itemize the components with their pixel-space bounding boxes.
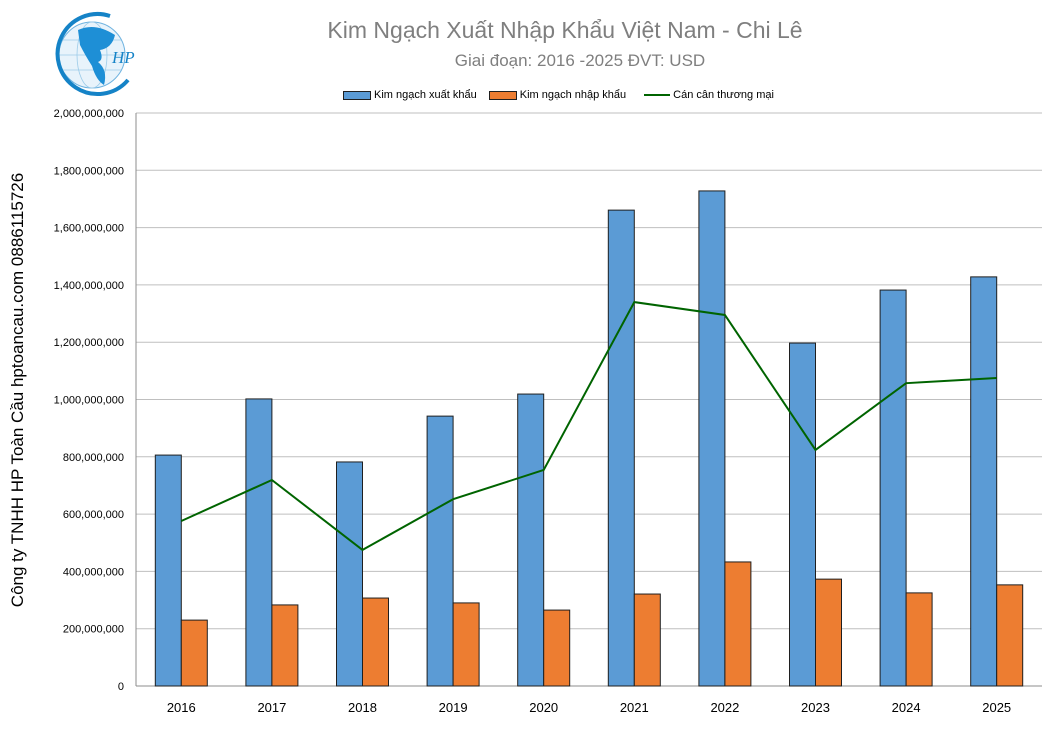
x-tick-label: 2024	[892, 700, 921, 715]
x-tick-label: 2023	[801, 700, 830, 715]
legend-item-import: Kim ngạch nhập khẩu	[488, 89, 627, 101]
y-tick-label: 800,000,000	[63, 452, 124, 464]
legend-swatch	[343, 90, 371, 100]
export-bar	[879, 289, 907, 687]
legend: Kim ngạch xuất khẩu Kim ngạch nhập khẩu …	[343, 89, 774, 101]
x-tick-label: 2025	[982, 700, 1011, 715]
side-company-text: Công ty TNHH HP Toàn Cầu hptoancau.com 0…	[8, 172, 27, 608]
export-bar	[336, 461, 363, 687]
export-bar	[154, 454, 182, 687]
x-tick-label: 2019	[439, 700, 468, 715]
import-bar	[452, 602, 480, 687]
y-tick-label: 0	[118, 681, 124, 693]
legend-item-balance: Cán cân thương mại	[644, 89, 774, 101]
import-bar	[543, 609, 571, 687]
y-tick-label: 2,000,000,000	[54, 108, 124, 120]
x-tick-label: 2022	[710, 700, 739, 715]
import-bar	[815, 578, 842, 687]
legend-swatch	[488, 90, 517, 100]
logo-text: HP	[111, 48, 135, 67]
y-tick-label: 200,000,000	[63, 624, 124, 636]
legend-label: Cán cân thương mại	[673, 89, 774, 101]
x-tick-label: 2016	[167, 700, 196, 715]
trade-balance-line	[180, 301, 997, 552]
import-bar	[996, 584, 1024, 687]
export-bar	[970, 276, 998, 687]
import-bar	[905, 592, 933, 687]
import-bar	[724, 561, 752, 687]
y-tick-label: 600,000,000	[63, 509, 124, 521]
y-tick-label: 400,000,000	[63, 566, 124, 578]
y-tick-label: 1,400,000,000	[54, 280, 124, 292]
x-tick-label: 2017	[257, 700, 286, 715]
export-bar	[698, 190, 726, 687]
x-tick-label: 2021	[620, 700, 649, 715]
legend-line	[644, 94, 671, 96]
legend-label: Kim ngạch xuất khẩu	[374, 89, 477, 101]
y-tick-label: 1,000,000,000	[54, 395, 124, 407]
y-tick-label: 1,800,000,000	[54, 165, 124, 177]
import-bar	[180, 619, 208, 687]
chart-subtitle: Giai đoạn: 2016 -2025 ĐVT: USD	[454, 51, 706, 70]
x-tick-label: 2020	[529, 700, 558, 715]
legend-item-export: Kim ngạch xuất khẩu	[343, 89, 477, 101]
y-tick-label: 1,600,000,000	[54, 223, 124, 235]
x-tick-label: 2018	[348, 700, 377, 715]
legend-label: Kim ngạch nhập khẩu	[519, 89, 627, 101]
import-bar	[271, 604, 299, 687]
export-bar	[517, 393, 545, 687]
export-bar	[607, 209, 635, 687]
import-bar	[633, 593, 661, 687]
export-bar	[426, 415, 454, 687]
chart-title: Kim Ngạch Xuất Nhập Khẩu Việt Nam - Chi …	[327, 17, 803, 43]
export-bar	[245, 398, 273, 687]
import-bar	[362, 597, 389, 687]
globe-logo: HP	[55, 12, 135, 96]
export-bar	[789, 342, 816, 687]
y-tick-label: 1,200,000,000	[54, 337, 124, 349]
